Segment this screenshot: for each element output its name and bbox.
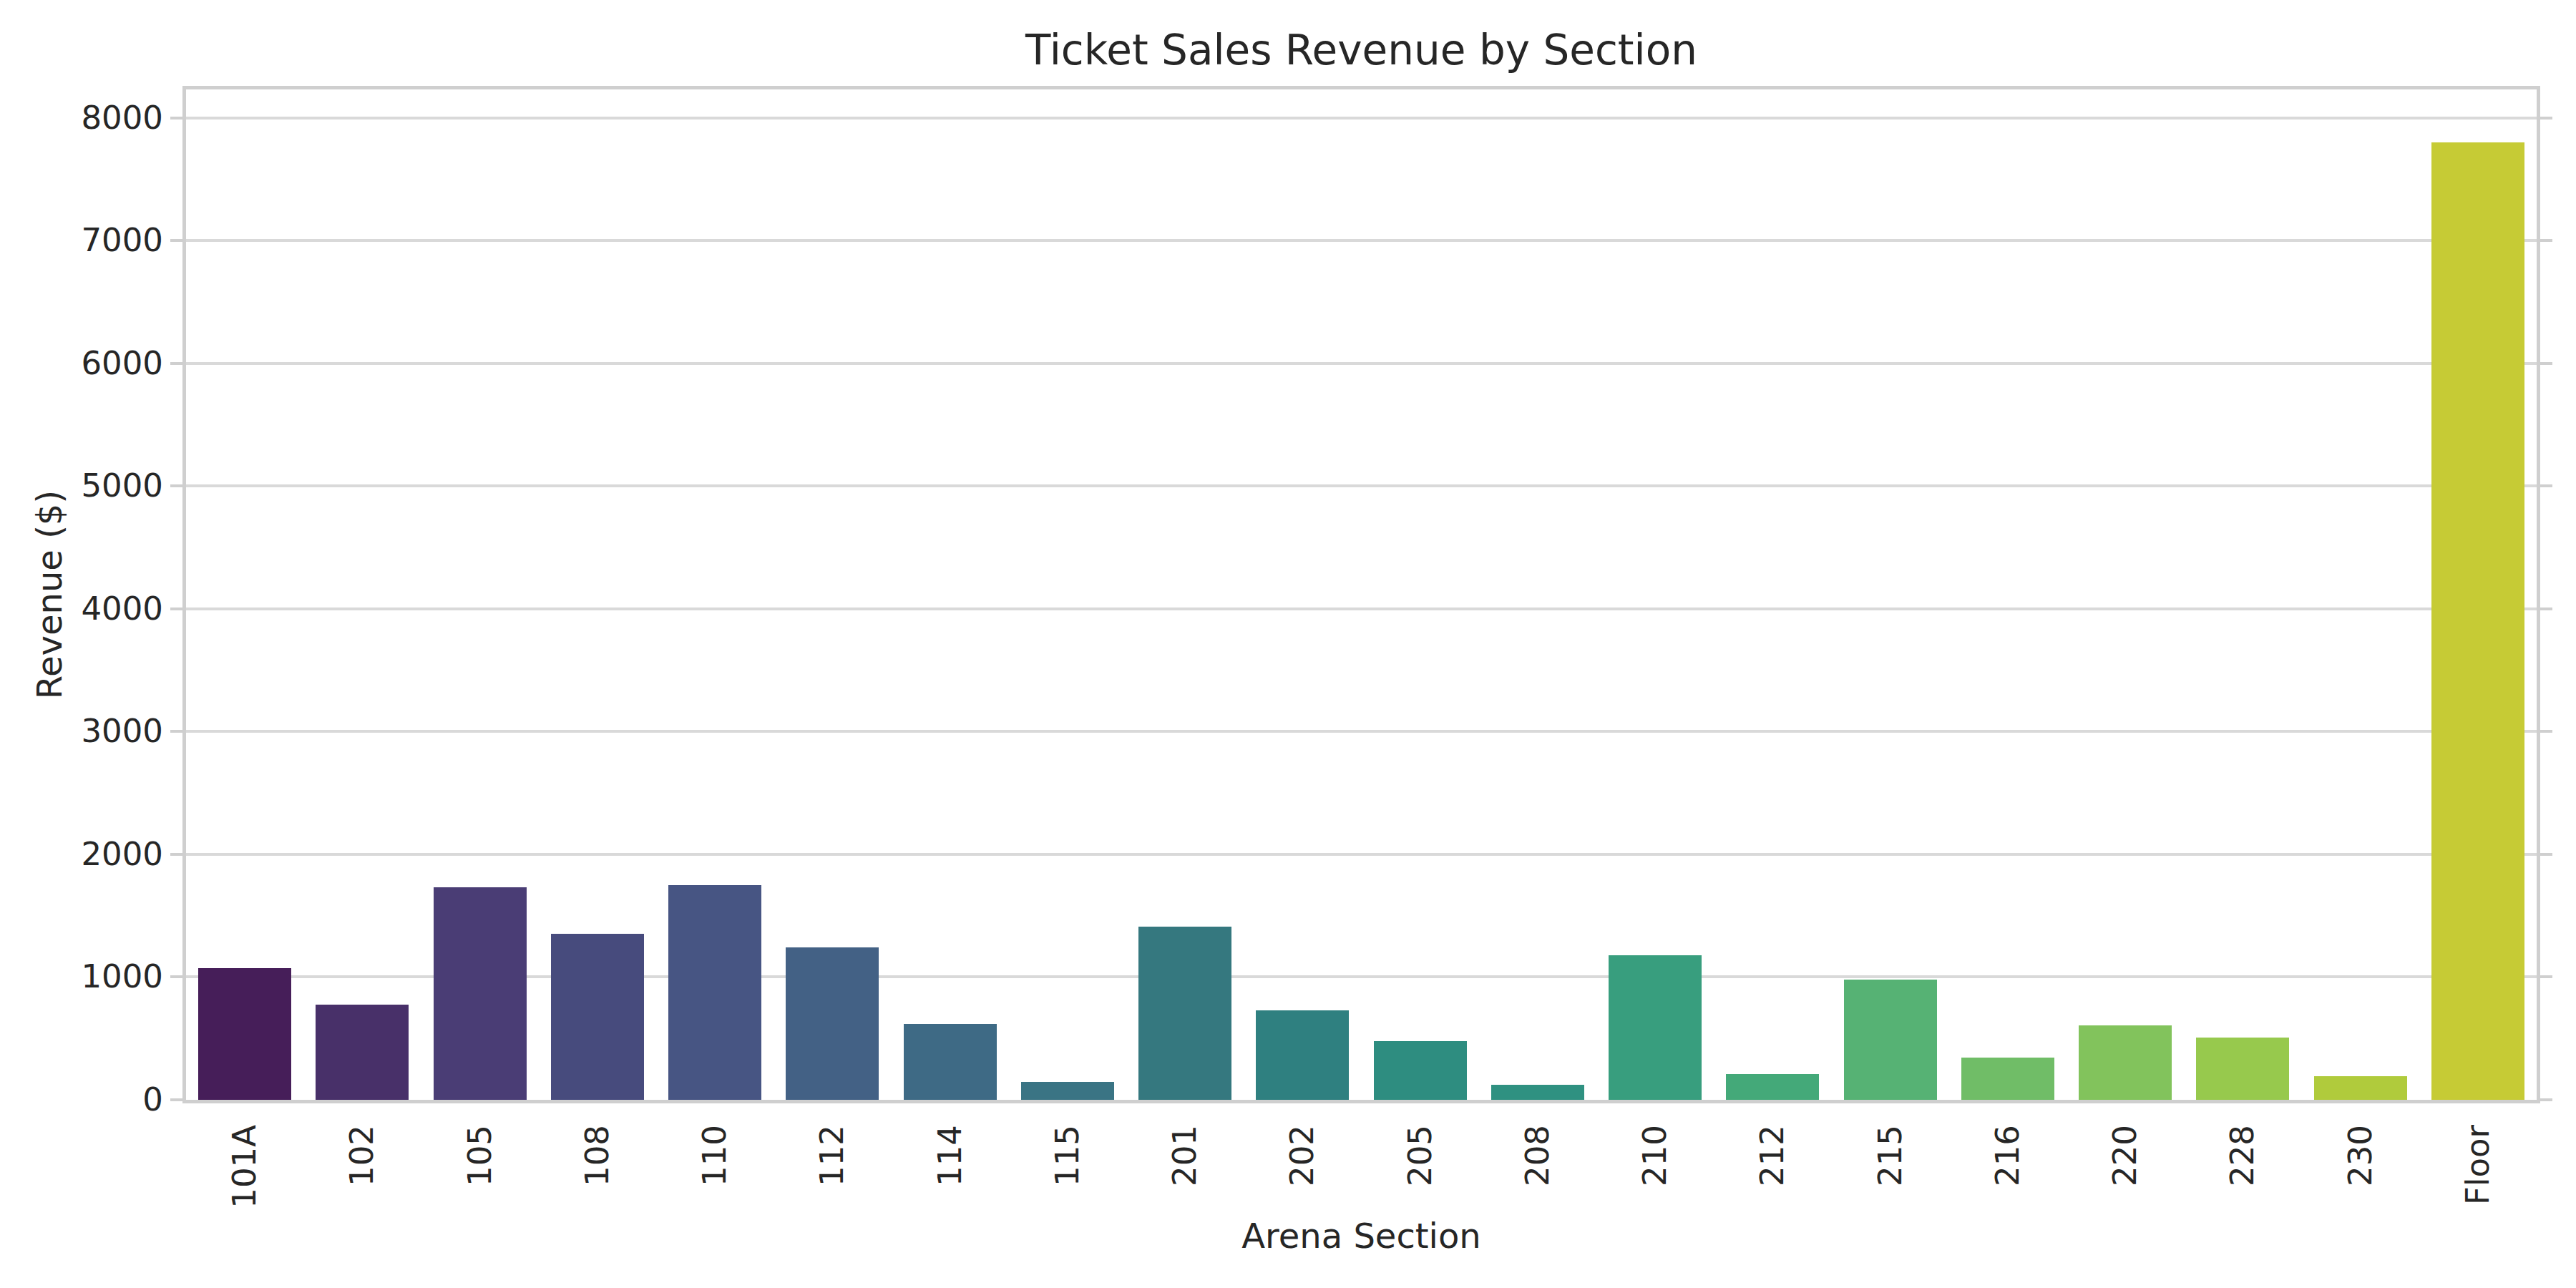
- gridline-2000: [186, 853, 2537, 856]
- bar-215: [1844, 980, 1937, 1100]
- y-tick-label-5000: 5000: [0, 467, 163, 505]
- y-tick-label-3000: 3000: [0, 712, 163, 751]
- y-tick-left-4000: [170, 608, 182, 610]
- y-tick-right-2000: [2540, 853, 2552, 856]
- gridline-7000: [186, 239, 2537, 242]
- bar-216: [1961, 1058, 2054, 1100]
- x-tick-label-108: 108: [579, 1125, 616, 1186]
- y-tick-right-3000: [2540, 730, 2552, 733]
- bar-108: [551, 934, 644, 1100]
- x-tick-label-115: 115: [1049, 1125, 1086, 1186]
- bar-201: [1138, 927, 1231, 1100]
- y-tick-left-8000: [170, 117, 182, 119]
- bar-205: [1374, 1041, 1467, 1100]
- x-tick-label-212: 212: [1754, 1125, 1791, 1186]
- bar-101A: [198, 968, 291, 1100]
- y-tick-right-7000: [2540, 239, 2552, 242]
- x-tick-label-205: 205: [1402, 1125, 1439, 1186]
- bar-212: [1726, 1074, 1819, 1100]
- bar-Floor: [2431, 142, 2524, 1100]
- x-tick-label-101A: 101A: [226, 1125, 263, 1209]
- gridline-1000: [186, 975, 2537, 978]
- x-tick-label-210: 210: [1636, 1125, 1674, 1186]
- y-tick-right-4000: [2540, 608, 2552, 610]
- y-tick-right-5000: [2540, 484, 2552, 487]
- y-tick-right-8000: [2540, 117, 2552, 119]
- bar-105: [434, 887, 527, 1100]
- bar-114: [904, 1024, 997, 1100]
- x-tick-label-201: 201: [1166, 1125, 1204, 1186]
- x-tick-label-102: 102: [343, 1125, 381, 1186]
- gridline-3000: [186, 730, 2537, 733]
- chart-title: Ticket Sales Revenue by Section: [186, 24, 2537, 76]
- bar-115: [1021, 1082, 1114, 1100]
- bar-208: [1491, 1085, 1584, 1100]
- x-axis-label: Arena Section: [186, 1215, 2537, 1257]
- x-tick-label-230: 230: [2342, 1125, 2379, 1186]
- y-tick-left-2000: [170, 853, 182, 856]
- y-tick-left-6000: [170, 362, 182, 365]
- y-tick-right-6000: [2540, 362, 2552, 365]
- gridline-5000: [186, 484, 2537, 487]
- y-tick-right-1000: [2540, 975, 2552, 978]
- y-tick-label-4000: 4000: [0, 590, 163, 628]
- bar-102: [316, 1005, 409, 1100]
- bar-220: [2079, 1025, 2172, 1100]
- x-tick-label-Floor: Floor: [2459, 1125, 2497, 1205]
- x-tick-label-114: 114: [932, 1125, 969, 1186]
- y-tick-left-0: [170, 1098, 182, 1101]
- bar-202: [1256, 1010, 1349, 1100]
- y-tick-label-2000: 2000: [0, 835, 163, 874]
- y-tick-left-5000: [170, 484, 182, 487]
- x-tick-label-112: 112: [814, 1125, 851, 1186]
- bar-112: [786, 947, 879, 1100]
- y-tick-label-6000: 6000: [0, 344, 163, 383]
- y-tick-left-1000: [170, 975, 182, 978]
- gridline-4000: [186, 608, 2537, 610]
- x-tick-label-202: 202: [1284, 1125, 1321, 1186]
- y-tick-left-3000: [170, 730, 182, 733]
- figure: Ticket Sales Revenue by Section Revenue …: [0, 0, 2576, 1288]
- x-tick-label-208: 208: [1519, 1125, 1556, 1186]
- y-tick-label-0: 0: [0, 1080, 163, 1119]
- y-tick-left-7000: [170, 239, 182, 242]
- x-tick-label-228: 228: [2224, 1125, 2261, 1186]
- gridline-6000: [186, 362, 2537, 365]
- y-tick-right-0: [2540, 1098, 2552, 1101]
- x-tick-label-216: 216: [1989, 1125, 2026, 1186]
- x-tick-label-215: 215: [1872, 1125, 1909, 1186]
- bar-230: [2314, 1076, 2407, 1100]
- bar-110: [668, 885, 761, 1100]
- gridline-8000: [186, 117, 2537, 119]
- bar-210: [1609, 955, 1702, 1100]
- y-tick-label-1000: 1000: [0, 957, 163, 996]
- y-tick-label-7000: 7000: [0, 221, 163, 260]
- y-tick-label-8000: 8000: [0, 99, 163, 137]
- x-tick-label-220: 220: [2107, 1125, 2144, 1186]
- plot-area: [182, 86, 2540, 1103]
- x-tick-label-105: 105: [462, 1125, 499, 1186]
- bar-228: [2196, 1038, 2289, 1100]
- x-tick-label-110: 110: [696, 1125, 733, 1186]
